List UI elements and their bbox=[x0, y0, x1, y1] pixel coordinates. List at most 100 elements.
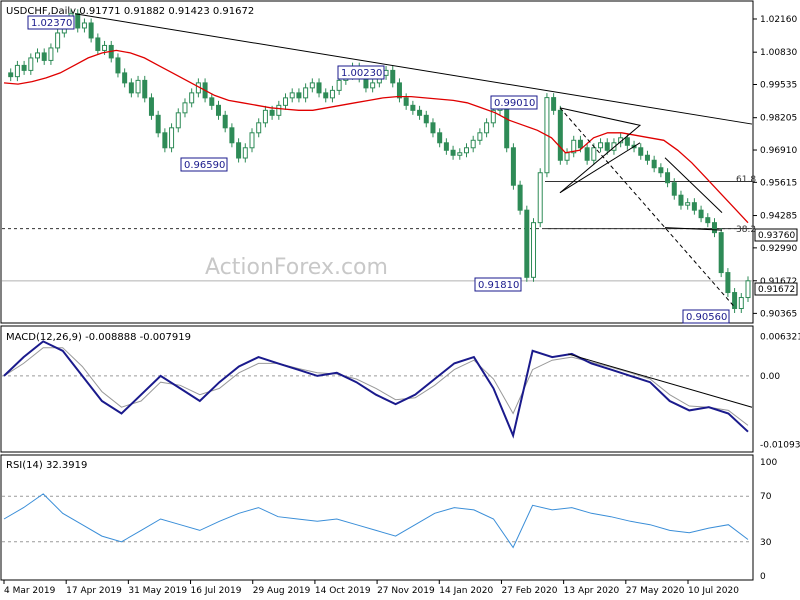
macd-tick-label: -0.010939 bbox=[760, 440, 800, 450]
candle-body bbox=[309, 82, 315, 89]
candle-body bbox=[296, 92, 302, 99]
macd-header: MACD(12,26,9) -0.008888 -0.007919 bbox=[6, 332, 191, 343]
x-tick-label: 13 Apr 2020 bbox=[564, 586, 620, 596]
candle-body bbox=[725, 272, 731, 294]
candle-body bbox=[584, 147, 590, 161]
fib-61-label: 61.8 bbox=[736, 175, 756, 185]
x-tick-label: 14 Jan 2020 bbox=[439, 586, 493, 596]
label-low-2: 0.91810 bbox=[474, 277, 522, 292]
svg-text:0.93760: 0.93760 bbox=[758, 231, 795, 241]
candle-body bbox=[81, 22, 87, 29]
candle-body bbox=[638, 147, 644, 156]
candle-body bbox=[557, 109, 563, 161]
candle-body bbox=[644, 154, 650, 161]
candle-body bbox=[417, 109, 423, 116]
candle-body bbox=[698, 209, 704, 219]
macd-line bbox=[3, 340, 749, 439]
wedge-upper bbox=[664, 157, 723, 214]
x-tick-label: 27 Nov 2019 bbox=[377, 586, 435, 596]
candle-body bbox=[122, 72, 128, 84]
candle-body bbox=[21, 64, 27, 71]
candle-body bbox=[262, 109, 268, 124]
candle-body bbox=[289, 92, 295, 99]
price-tick-label: 0.92990 bbox=[760, 244, 797, 254]
candle-body bbox=[504, 102, 510, 149]
candle-body bbox=[370, 82, 376, 89]
candle-body bbox=[611, 142, 617, 151]
candle-body bbox=[249, 132, 255, 149]
candle-body bbox=[128, 82, 134, 94]
rsi-panel-frame bbox=[0, 454, 754, 581]
price-panel-frame bbox=[0, 0, 754, 324]
candle-body bbox=[142, 79, 148, 99]
price-tick-label: 0.96910 bbox=[760, 146, 797, 156]
candle-body bbox=[551, 97, 557, 111]
candle-body bbox=[55, 32, 61, 49]
rsi-panel bbox=[2, 493, 752, 549]
candle-body bbox=[28, 57, 34, 71]
candle-body bbox=[283, 97, 289, 106]
candle-body bbox=[598, 142, 604, 149]
candle-body bbox=[531, 222, 537, 278]
candle-body bbox=[477, 132, 483, 141]
price-tick-label: 0.94285 bbox=[760, 212, 797, 222]
candle-body bbox=[691, 202, 697, 211]
candle-body bbox=[410, 104, 416, 111]
candle-body bbox=[155, 114, 161, 134]
candle-body bbox=[470, 139, 476, 149]
macd-tick-label: 0.00 bbox=[760, 372, 780, 382]
rsi-tick-label: 30 bbox=[760, 538, 772, 548]
macd-signal-line bbox=[3, 347, 749, 426]
x-tick-label: 27 May 2020 bbox=[626, 586, 685, 596]
candle-body bbox=[329, 89, 335, 99]
candle-body bbox=[75, 13, 81, 29]
x-tick-label: 4 Mar 2019 bbox=[4, 586, 56, 596]
svg-text:1.02370: 1.02370 bbox=[31, 18, 72, 29]
candle-body bbox=[169, 127, 175, 149]
candle-body bbox=[510, 147, 516, 186]
rsi-tick-label: 0 bbox=[760, 572, 766, 582]
candle-body bbox=[209, 97, 215, 106]
candle-body bbox=[222, 114, 228, 129]
macd-trendline bbox=[567, 353, 753, 408]
label-high-2: 1.00230 bbox=[337, 65, 385, 80]
price-tick-label: 1.00830 bbox=[760, 48, 797, 58]
candle-body bbox=[564, 152, 570, 161]
candle-body bbox=[651, 159, 657, 169]
svg-text:0.90560: 0.90560 bbox=[686, 312, 727, 323]
candle-body bbox=[390, 69, 396, 84]
candle-body bbox=[8, 72, 14, 78]
candle-body bbox=[490, 109, 496, 124]
candle-body bbox=[430, 122, 436, 134]
label-low-3: 0.90560 bbox=[682, 309, 730, 324]
candle-body bbox=[665, 172, 671, 184]
candle-body bbox=[396, 82, 402, 99]
candle-body bbox=[463, 147, 469, 154]
axes: 1.02160 1.00830 0.99535 0.98205 0.96910 0.956… bbox=[3, 15, 800, 596]
candle-body bbox=[685, 202, 691, 206]
candle-body bbox=[577, 139, 583, 149]
candle-body bbox=[242, 147, 248, 159]
candle-body bbox=[738, 297, 744, 310]
price-header: USDCHF,Daily 0.91771 0.91882 0.91423 0.9… bbox=[6, 6, 254, 17]
candle-body bbox=[41, 52, 47, 61]
svg-text:0.91810: 0.91810 bbox=[478, 280, 519, 291]
candle-body bbox=[604, 142, 610, 151]
level-38-box: 0.93760 bbox=[754, 228, 798, 242]
price-tick-label: 0.98205 bbox=[760, 114, 797, 124]
svg-text:0.99010: 0.99010 bbox=[494, 98, 535, 109]
candle-body bbox=[336, 79, 342, 91]
candle-body bbox=[135, 79, 141, 94]
candle-body bbox=[215, 104, 221, 116]
candle-body bbox=[403, 97, 409, 106]
candle-body bbox=[182, 102, 188, 114]
rsi-tick-label: 100 bbox=[760, 458, 777, 468]
candle-body bbox=[443, 142, 449, 151]
dashed-trendline bbox=[559, 107, 736, 308]
candle-body bbox=[678, 194, 684, 206]
last-price-box: 0.91672 bbox=[754, 282, 798, 296]
candle-body bbox=[671, 182, 677, 196]
x-tick-label: 16 Jul 2019 bbox=[191, 586, 242, 596]
candle-body bbox=[35, 52, 41, 59]
